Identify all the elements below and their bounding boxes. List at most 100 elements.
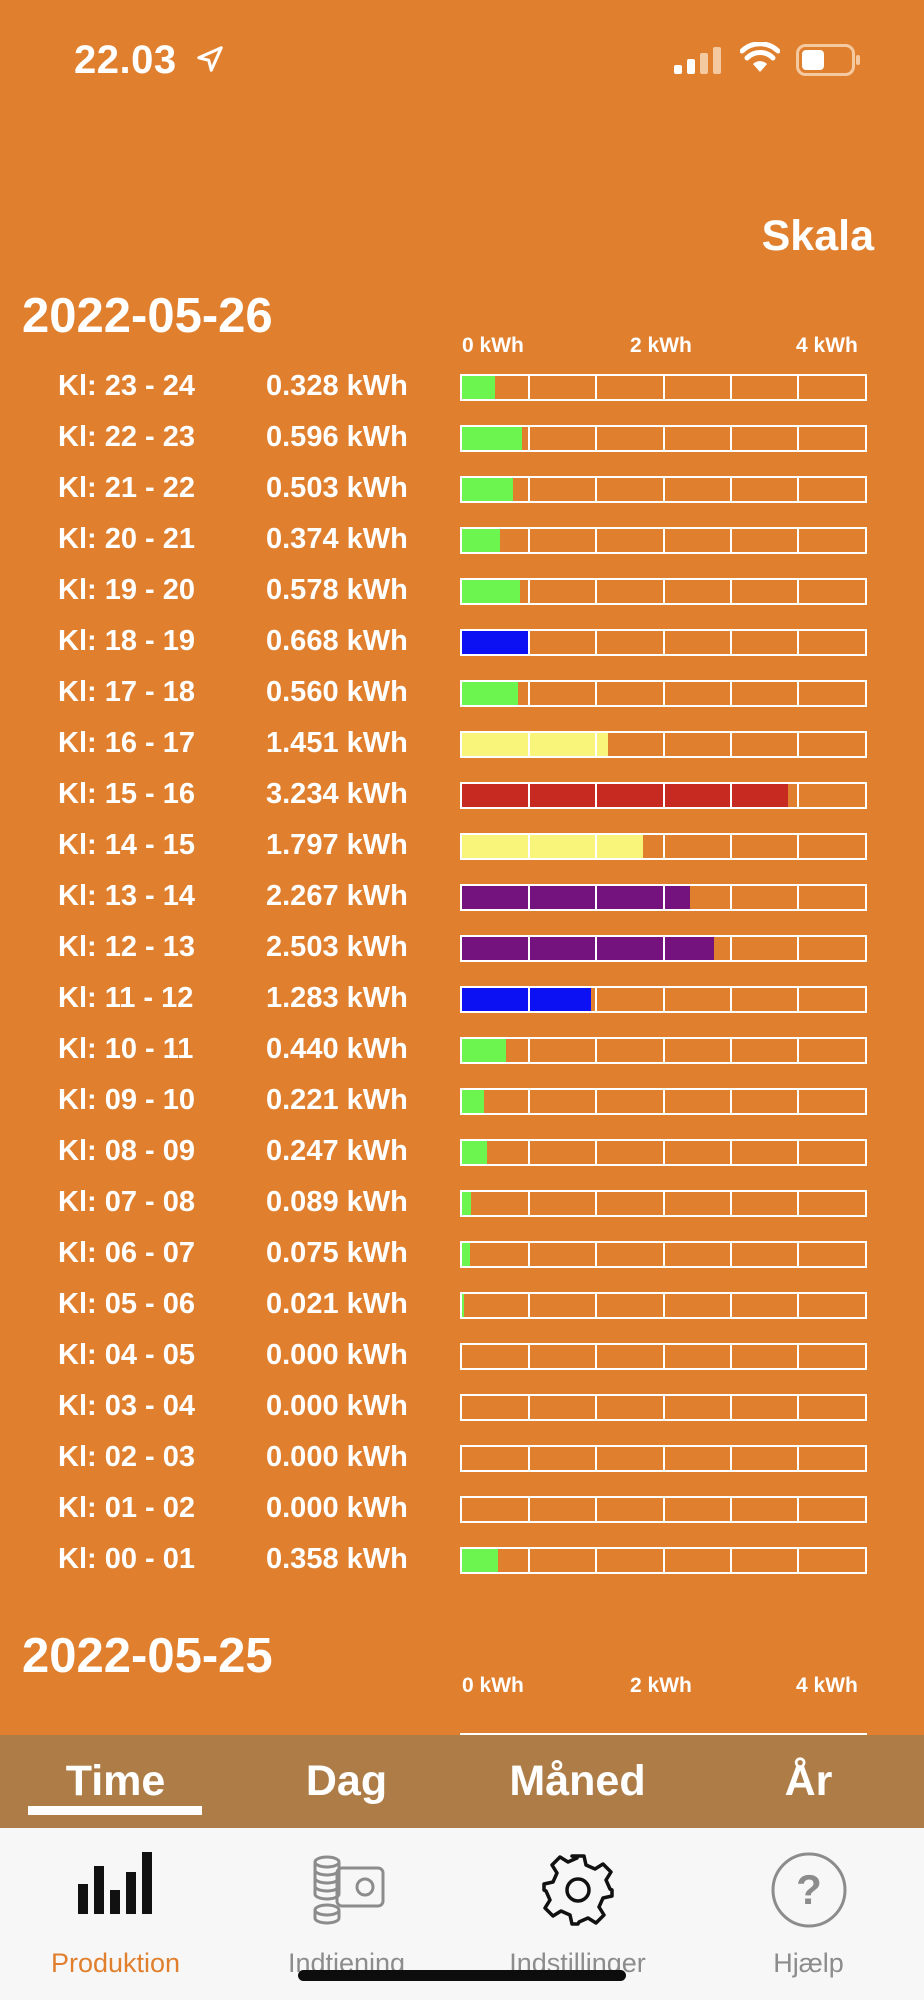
bar-fill: [462, 427, 522, 450]
hour-label: Kl: 19 - 20: [58, 574, 195, 606]
bar-fill: [462, 835, 643, 858]
bar-gridline: [730, 1039, 732, 1062]
bar-gridline: [595, 1447, 597, 1470]
hour-label: Kl: 01 - 02: [58, 1492, 195, 1524]
bar-gridline: [595, 529, 597, 552]
bar-gridline: [663, 835, 665, 858]
bar-gridline: [663, 682, 665, 705]
svg-text:?: ?: [796, 1866, 822, 1913]
hour-label: Kl: 16 - 17: [58, 727, 195, 759]
bar-track: [460, 680, 867, 707]
bar-track: [460, 935, 867, 962]
bar-gridline: [730, 1345, 732, 1368]
bar-gridline: [730, 1294, 732, 1317]
hour-label: Kl: 21 - 22: [58, 472, 195, 504]
hour-value: 0.021 kWh: [266, 1288, 408, 1320]
bar-gridline: [595, 682, 597, 705]
axis-label-mid: 2 kWh: [630, 1674, 692, 1697]
hour-row: Kl: 23 - 24 0.328 kWh: [0, 364, 924, 415]
bar-gridline: [730, 886, 732, 909]
hour-label: Kl: 23 - 24: [58, 370, 195, 402]
hour-row: Kl: 03 - 04 0.000 kWh: [0, 1384, 924, 1435]
hour-label: Kl: 13 - 14: [58, 880, 195, 912]
bar-gridline: [663, 478, 665, 501]
bar-gridline: [797, 529, 799, 552]
bar-fill: [462, 1549, 498, 1572]
tab-time[interactable]: Time: [65, 1757, 166, 1805]
bar-gridline: [797, 1396, 799, 1419]
bar-gridline: [797, 1345, 799, 1368]
bar-gridline: [797, 1447, 799, 1470]
bar-gridline: [797, 1549, 799, 1572]
hour-label: Kl: 02 - 03: [58, 1441, 195, 1473]
status-time: 22.03: [74, 38, 177, 82]
bar-gridline: [730, 1498, 732, 1521]
bar-gridline: [797, 427, 799, 450]
bar-gridline: [663, 1039, 665, 1062]
bar-track: [460, 1547, 867, 1574]
hour-label: Kl: 08 - 09: [58, 1135, 195, 1167]
battery-icon: [796, 44, 860, 76]
hour-row: Kl: 17 - 18 0.560 kWh: [0, 670, 924, 721]
hour-label: Kl: 14 - 15: [58, 829, 195, 861]
hour-label: Kl: 07 - 08: [58, 1186, 195, 1218]
bar-gridline: [797, 1192, 799, 1215]
bottom-tab-bar: Produktion Indtjening Indstilling: [0, 1828, 924, 2000]
tab-hjaelp[interactable]: ? Hjælp: [693, 1828, 924, 2000]
hour-label: Kl: 15 - 16: [58, 778, 195, 810]
bar-gridline: [528, 1243, 530, 1266]
bar-gridline: [528, 682, 530, 705]
bar-gridline: [730, 937, 732, 960]
bar-gridline: [528, 835, 530, 858]
tab-ar[interactable]: År: [784, 1757, 833, 1805]
bar-gridline: [663, 1090, 665, 1113]
hour-row: Kl: 04 - 05 0.000 kWh: [0, 1333, 924, 1384]
bar-gridline: [663, 1192, 665, 1215]
bar-track: [460, 731, 867, 758]
bar-gridline: [663, 733, 665, 756]
home-indicator: [298, 1970, 626, 1981]
bar-gridline: [595, 1243, 597, 1266]
hour-label: Kl: 00 - 01: [58, 1543, 195, 1575]
hour-value: 0.075 kWh: [266, 1237, 408, 1269]
hour-row: Kl: 10 - 11 0.440 kWh: [0, 1027, 924, 1078]
tab-produktion[interactable]: Produktion: [0, 1828, 231, 2000]
bar-gridline: [663, 1141, 665, 1164]
bar-gridline: [730, 427, 732, 450]
bar-gridline: [663, 1243, 665, 1266]
bar-gridline: [797, 988, 799, 1011]
bar-fill: [462, 1039, 506, 1062]
tab-maned[interactable]: Måned: [509, 1757, 646, 1805]
date-heading: 2022-05-26: [22, 289, 273, 343]
bar-gridline: [528, 733, 530, 756]
hour-row: Kl: 15 - 16 3.234 kWh: [0, 772, 924, 823]
hour-label: Kl: 18 - 19: [58, 625, 195, 657]
bar-gridline: [595, 1192, 597, 1215]
bar-track: [460, 1496, 867, 1523]
scale-button[interactable]: Skala: [761, 212, 874, 260]
bar-gridline: [663, 1345, 665, 1368]
bar-gridline: [663, 580, 665, 603]
bar-gridline: [595, 478, 597, 501]
bar-gridline: [528, 1447, 530, 1470]
bar-gridline: [595, 886, 597, 909]
bar-gridline: [595, 1090, 597, 1113]
bar-gridline: [797, 1039, 799, 1062]
bar-gridline: [528, 1345, 530, 1368]
bar-gridline: [797, 1498, 799, 1521]
tab-dag[interactable]: Dag: [305, 1757, 388, 1805]
hour-value: 0.089 kWh: [266, 1186, 408, 1218]
bar-gridline: [663, 1396, 665, 1419]
bar-gridline: [663, 529, 665, 552]
bar-track: [460, 1037, 867, 1064]
bar-gridline: [797, 1243, 799, 1266]
bar-fill: [462, 886, 690, 909]
bar-gridline: [595, 937, 597, 960]
axis-label-max: 4 kWh: [796, 1674, 858, 1697]
bar-track: [460, 425, 867, 452]
bar-gridline: [797, 733, 799, 756]
bar-gridline: [663, 631, 665, 654]
hour-value: 1.451 kWh: [266, 727, 408, 759]
active-tab-indicator: [28, 1806, 202, 1815]
bar-gridline: [730, 631, 732, 654]
